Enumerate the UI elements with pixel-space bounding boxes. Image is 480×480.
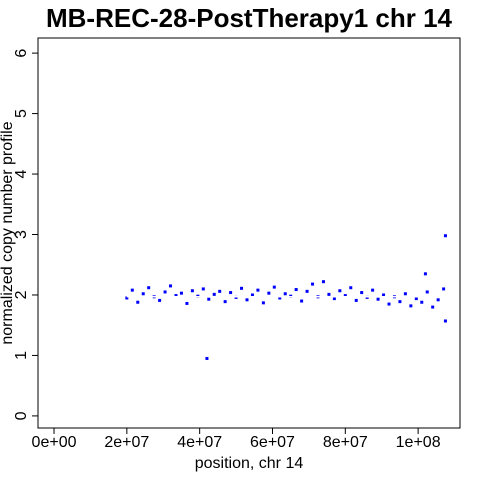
y-tick-label: 4 <box>13 169 30 178</box>
data-point <box>349 286 353 290</box>
x-axis-label: position, chr 14 <box>195 455 304 472</box>
data-point <box>443 319 447 323</box>
data-point <box>343 294 347 298</box>
data-point <box>300 299 304 303</box>
data-point <box>136 300 140 304</box>
data-point <box>261 301 265 305</box>
data-point <box>223 300 227 304</box>
data-point <box>158 298 162 302</box>
data-point <box>267 291 271 295</box>
plot-frame <box>37 37 461 429</box>
y-axis-label: normalized copy number profile <box>0 121 16 344</box>
data-point <box>305 289 309 293</box>
x-tick-label: 8e+07 <box>323 434 368 451</box>
data-point <box>398 300 402 304</box>
data-point <box>321 280 325 284</box>
data-point <box>371 288 375 292</box>
data-point <box>327 292 331 296</box>
data-point <box>201 287 205 291</box>
data-point <box>190 289 194 293</box>
data-point <box>403 292 407 296</box>
data-point <box>141 292 145 296</box>
data-point <box>185 301 189 305</box>
data-point <box>443 234 447 238</box>
y-tick-label: 1 <box>13 351 30 360</box>
data-point <box>125 296 129 300</box>
y-tick-label: 5 <box>13 109 30 118</box>
plot-area <box>125 234 447 360</box>
data-point <box>205 356 209 360</box>
data-point <box>387 302 391 306</box>
chart-title: MB-REC-28-PostTherapy1 chr 14 <box>46 3 453 33</box>
data-point <box>376 297 380 301</box>
data-point <box>179 291 183 295</box>
data-point <box>278 296 282 300</box>
data-point <box>272 285 276 289</box>
y-tick-label: 6 <box>13 49 30 58</box>
x-tick-label: 1e+08 <box>396 434 441 451</box>
data-point <box>169 284 173 288</box>
y-tick-label: 2 <box>13 290 30 299</box>
data-point <box>360 291 364 295</box>
data-point <box>423 272 427 276</box>
data-point <box>338 289 342 293</box>
data-point <box>207 297 211 301</box>
data-point <box>240 286 244 290</box>
data-point <box>414 297 418 301</box>
data-point <box>442 287 446 291</box>
data-point <box>431 305 435 309</box>
data-point <box>147 286 151 290</box>
data-point <box>256 288 260 292</box>
data-point <box>294 288 298 292</box>
data-point <box>382 293 386 297</box>
data-point <box>311 282 315 286</box>
data-point <box>354 298 358 302</box>
data-point <box>130 288 134 292</box>
y-tick-label: 0 <box>13 411 30 420</box>
data-point <box>332 297 336 301</box>
x-tick-label: 6e+07 <box>250 434 295 451</box>
data-point <box>245 298 249 302</box>
x-tick-label: 4e+07 <box>177 434 222 451</box>
data-point <box>218 289 222 293</box>
x-tick-label: 0e+00 <box>32 434 77 451</box>
data-point <box>163 290 167 294</box>
data-point <box>250 293 254 297</box>
x-tick-label: 2e+07 <box>104 434 149 451</box>
data-point <box>436 298 440 302</box>
data-point <box>229 291 233 295</box>
data-point <box>283 292 287 296</box>
data-point <box>174 294 178 298</box>
data-point <box>409 304 413 308</box>
data-point <box>420 300 424 304</box>
data-point <box>425 290 429 294</box>
data-point <box>212 292 216 296</box>
y-tick-label: 3 <box>13 230 30 239</box>
